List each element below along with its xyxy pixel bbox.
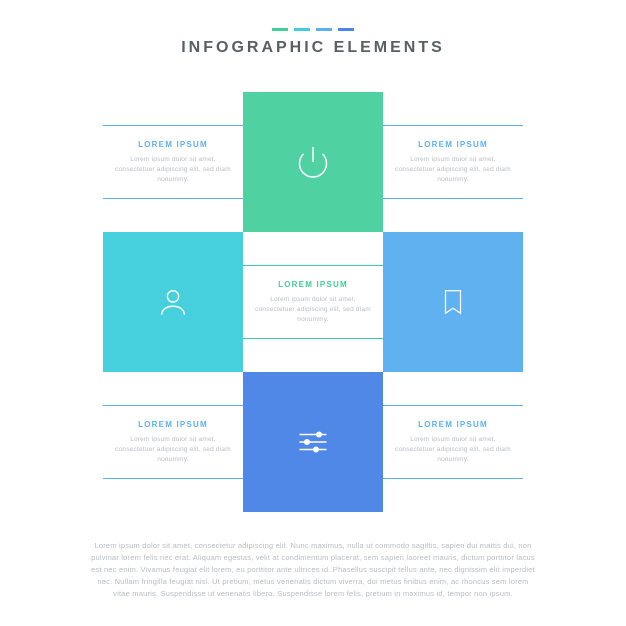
text-tile-top-right: LOREM IPSUM Lorem ipsum dolor sit amet, …: [383, 125, 523, 199]
text-tile-bottom-right: LOREM IPSUM Lorem ipsum dolor sit amet, …: [383, 405, 523, 479]
tile-body: Lorem ipsum dolor sit amet, consectetuer…: [251, 295, 375, 324]
tile-heading: LOREM IPSUM: [391, 420, 515, 429]
header: INFOGRAPHIC ELEMENTS: [0, 0, 626, 57]
tile-body: Lorem ipsum dolor sit amet, consectetuer…: [111, 435, 235, 464]
user-icon: [156, 285, 190, 319]
tile-heading: LOREM IPSUM: [251, 280, 375, 289]
tile-body: Lorem ipsum dolor sit amet, consectetuer…: [111, 155, 235, 184]
accent-bar-3: [316, 28, 332, 31]
footer-text: Lorem ipsum dolor sit amet, consectetur …: [0, 540, 626, 600]
icon-tile-left: [103, 232, 243, 372]
accent-bar-1: [272, 28, 288, 31]
text-tile-top-left: LOREM IPSUM Lorem ipsum dolor sit amet, …: [103, 125, 243, 199]
accent-bars: [0, 28, 626, 31]
icon-tile-right: [383, 232, 523, 372]
infographic-grid: LOREM IPSUM Lorem ipsum dolor sit amet, …: [103, 92, 523, 512]
accent-bar-4: [338, 28, 354, 31]
tile-body: Lorem ipsum dolor sit amet, consectetuer…: [391, 155, 515, 184]
power-icon: [295, 144, 331, 180]
icon-tile-bottom: [243, 372, 383, 512]
tile-heading: LOREM IPSUM: [391, 140, 515, 149]
accent-bar-2: [294, 28, 310, 31]
bookmark-icon: [438, 284, 468, 320]
text-tile-center: LOREM IPSUM Lorem ipsum dolor sit amet, …: [243, 265, 383, 339]
text-tile-bottom-left: LOREM IPSUM Lorem ipsum dolor sit amet, …: [103, 405, 243, 479]
page-title: INFOGRAPHIC ELEMENTS: [0, 39, 626, 57]
tile-body: Lorem ipsum dolor sit amet, consectetuer…: [391, 435, 515, 464]
tile-heading: LOREM IPSUM: [111, 420, 235, 429]
tile-heading: LOREM IPSUM: [111, 140, 235, 149]
sliders-icon: [295, 424, 331, 460]
icon-tile-top: [243, 92, 383, 232]
